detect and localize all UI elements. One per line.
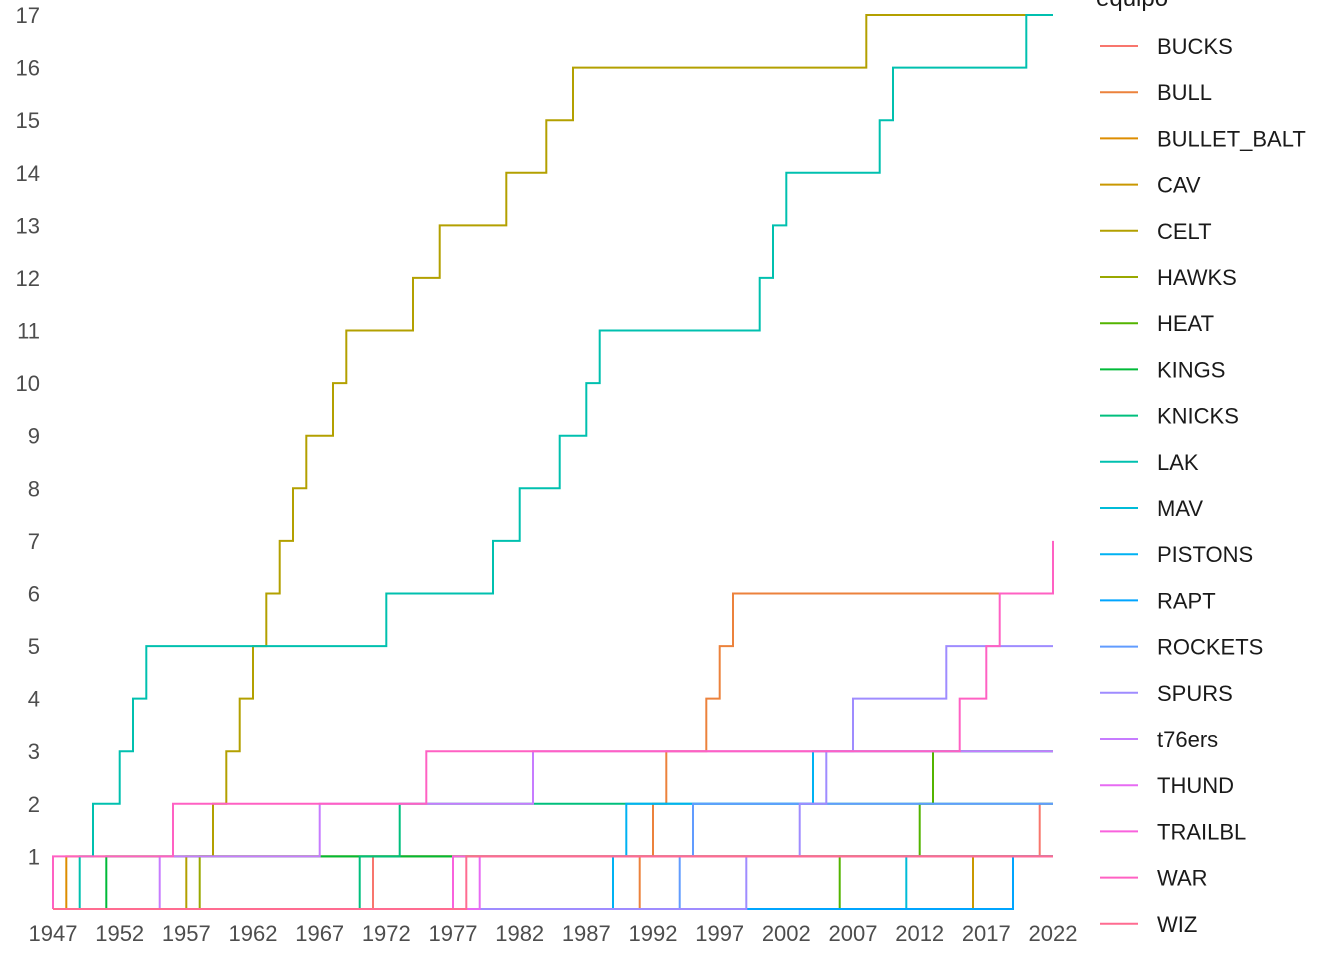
legend-item: KNICKS bbox=[1100, 404, 1239, 429]
series-line-spurs bbox=[53, 645, 1053, 910]
legend-item: CELT bbox=[1100, 219, 1212, 244]
y-tick-label: 13 bbox=[16, 213, 40, 238]
series-line-mav bbox=[53, 855, 1053, 910]
y-tick-label: 11 bbox=[17, 319, 40, 344]
y-tick-label: 15 bbox=[16, 108, 40, 133]
legend-items: BUCKS BULL BULLET_BALT CAV CELT HAWKS HEAT KING… bbox=[1100, 34, 1306, 937]
x-tick-label: 2022 bbox=[1029, 921, 1078, 946]
legend-label: BULLET_BALT bbox=[1157, 126, 1306, 151]
series-line-heat bbox=[53, 750, 1053, 910]
series-line-celt bbox=[53, 14, 1053, 910]
y-tick-label: 6 bbox=[28, 582, 40, 607]
x-axis-ticks: 1947 1952 1957 1962 1967 1972 1977 1982 1987 1992… bbox=[29, 921, 1078, 946]
x-tick-label: 1992 bbox=[629, 921, 678, 946]
legend-label: CAV bbox=[1157, 173, 1201, 198]
y-tick-label: 12 bbox=[16, 266, 40, 291]
legend-item: HAWKS bbox=[1100, 265, 1237, 290]
y-tick-label: 17 bbox=[16, 3, 40, 28]
x-tick-label: 1997 bbox=[695, 921, 744, 946]
legend-item: BULLET_BALT bbox=[1100, 126, 1306, 151]
legend-item: CAV bbox=[1100, 173, 1201, 198]
y-tick-label: 3 bbox=[28, 739, 40, 764]
legend-item: LAK bbox=[1100, 450, 1199, 475]
legend-item: PISTONS bbox=[1100, 542, 1253, 567]
x-tick-label: 1947 bbox=[29, 921, 78, 946]
x-tick-label: 2017 bbox=[962, 921, 1011, 946]
legend-item: KINGS bbox=[1100, 357, 1225, 382]
legend-label: HEAT bbox=[1157, 311, 1214, 336]
legend-label: WAR bbox=[1157, 866, 1208, 891]
series-line-bullet-balt bbox=[53, 855, 1053, 910]
series-line-rapt bbox=[53, 855, 1053, 910]
x-tick-label: 1952 bbox=[95, 921, 144, 946]
legend-label: CELT bbox=[1157, 219, 1212, 244]
legend-label: t76ers bbox=[1157, 727, 1218, 752]
legend-label: MAV bbox=[1157, 496, 1203, 521]
legend-item: BUCKS bbox=[1100, 34, 1233, 59]
legend-label: KINGS bbox=[1157, 357, 1225, 382]
legend-item: HEAT bbox=[1100, 311, 1214, 336]
series-lines bbox=[52, 14, 1054, 910]
series-line-hawks bbox=[53, 855, 1053, 910]
series-line-trailbl bbox=[53, 855, 1053, 910]
legend-item: BULL bbox=[1100, 80, 1212, 105]
legend-label: THUND bbox=[1157, 773, 1234, 798]
x-tick-label: 1972 bbox=[362, 921, 411, 946]
legend-label: ROCKETS bbox=[1157, 635, 1263, 660]
legend-label: PISTONS bbox=[1157, 542, 1253, 567]
legend-label: KNICKS bbox=[1157, 404, 1239, 429]
legend-item: WIZ bbox=[1100, 912, 1197, 937]
legend-title: equipo bbox=[1096, 0, 1168, 12]
legend-item: THUND bbox=[1100, 773, 1234, 798]
y-tick-label: 9 bbox=[28, 424, 40, 449]
legend-label: SPURS bbox=[1157, 681, 1233, 706]
x-tick-label: 1962 bbox=[229, 921, 278, 946]
legend-label: LAK bbox=[1157, 450, 1199, 475]
legend-item: SPURS bbox=[1100, 681, 1233, 706]
y-tick-label: 4 bbox=[28, 687, 40, 712]
legend-item: MAV bbox=[1100, 496, 1203, 521]
y-tick-label: 16 bbox=[16, 56, 40, 81]
x-tick-label: 2012 bbox=[895, 921, 944, 946]
series-line-wiz bbox=[53, 855, 1053, 910]
x-tick-label: 1957 bbox=[162, 921, 211, 946]
legend: equipo BUCKS BULL BULLET_BALT CAV CELT HAWKS H… bbox=[1096, 0, 1306, 937]
series-line-war bbox=[52, 540, 1054, 909]
y-tick-label: 1 bbox=[28, 844, 40, 869]
legend-item: RAPT bbox=[1100, 588, 1216, 613]
y-tick-label: 7 bbox=[28, 529, 40, 554]
series-line-t76ers bbox=[53, 750, 1053, 910]
series-line-thund bbox=[53, 855, 1053, 910]
series-line-kings bbox=[53, 855, 1053, 910]
legend-item: t76ers bbox=[1100, 727, 1218, 752]
y-tick-label: 8 bbox=[28, 476, 40, 501]
legend-item: TRAILBL bbox=[1100, 819, 1246, 844]
series-line-pistons bbox=[53, 750, 1053, 910]
x-tick-label: 1982 bbox=[495, 921, 544, 946]
legend-item: WAR bbox=[1100, 866, 1208, 891]
x-tick-label: 2002 bbox=[762, 921, 811, 946]
x-tick-label: 1977 bbox=[429, 921, 478, 946]
legend-label: RAPT bbox=[1157, 588, 1216, 613]
x-tick-label: 1967 bbox=[295, 921, 344, 946]
x-tick-label: 2007 bbox=[829, 921, 878, 946]
series-line-lak bbox=[53, 14, 1053, 910]
y-tick-label: 2 bbox=[28, 792, 40, 817]
series-line-cav bbox=[53, 855, 1053, 910]
legend-label: BUCKS bbox=[1157, 34, 1233, 59]
y-tick-label: 14 bbox=[16, 161, 40, 186]
legend-item: ROCKETS bbox=[1100, 635, 1263, 660]
y-tick-label: 10 bbox=[16, 371, 40, 396]
legend-label: HAWKS bbox=[1157, 265, 1237, 290]
x-tick-label: 1987 bbox=[562, 921, 611, 946]
y-tick-label: 5 bbox=[28, 634, 40, 659]
legend-label: BULL bbox=[1157, 80, 1212, 105]
legend-label: WIZ bbox=[1157, 912, 1197, 937]
legend-label: TRAILBL bbox=[1157, 819, 1246, 844]
